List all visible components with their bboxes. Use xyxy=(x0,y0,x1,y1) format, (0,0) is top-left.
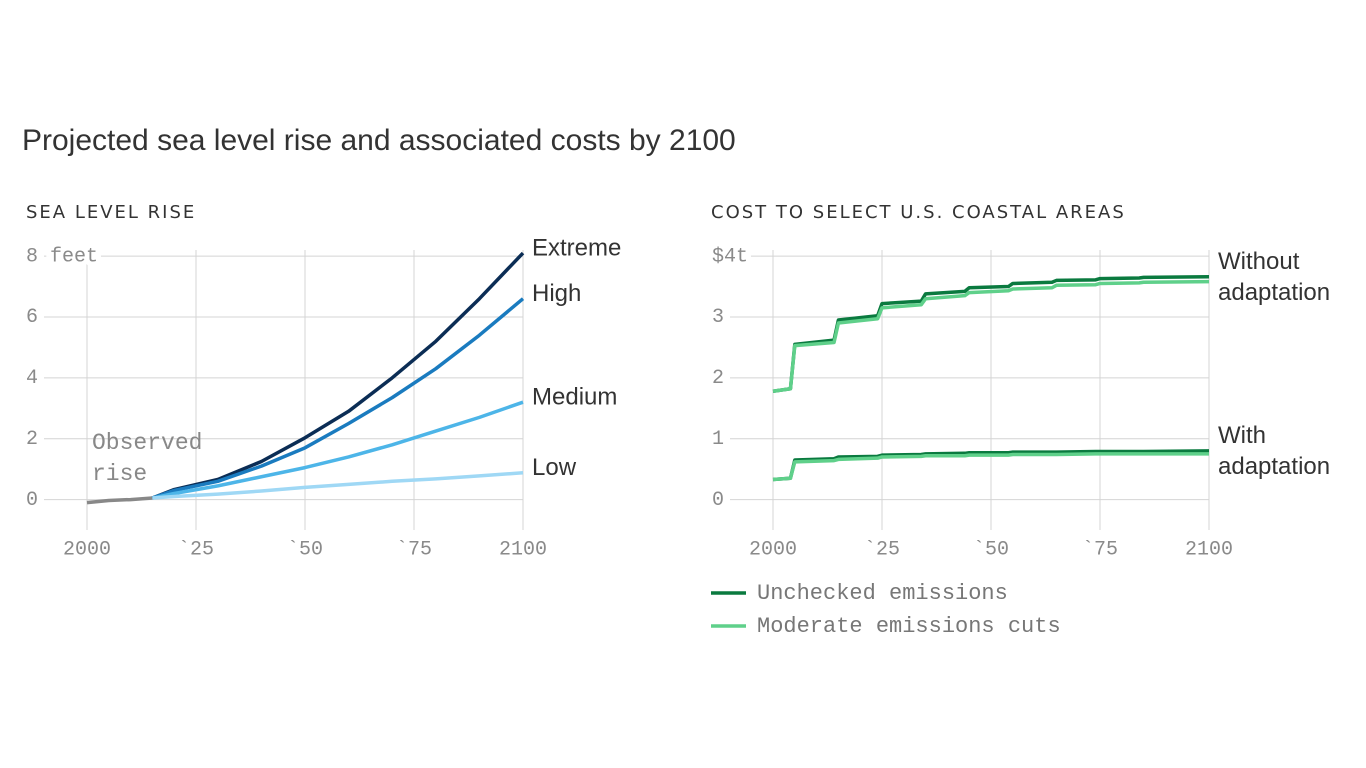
y-tick-label: 2 xyxy=(712,367,724,390)
x-tick-label: `50 xyxy=(287,538,323,561)
line-label: With adaptation xyxy=(1218,421,1331,480)
series-line xyxy=(152,400,524,500)
y-tick-label: 0 xyxy=(26,489,38,512)
x-tick-label: 2100 xyxy=(1185,538,1233,561)
chart-title: Projected sea level rise and associated … xyxy=(22,124,736,157)
series-label: High xyxy=(532,280,581,307)
y-tick-label: 6 xyxy=(26,306,38,329)
y-tick-label: 3 xyxy=(712,306,724,329)
line-label: Without adaptation xyxy=(1218,247,1331,306)
x-tick-label: 2100 xyxy=(499,538,547,561)
series-label: Extreme xyxy=(532,234,621,261)
chart-subtitle: SEA LEVEL RISE xyxy=(26,202,196,223)
x-tick-label: `25 xyxy=(864,538,900,561)
series-line xyxy=(772,452,1209,482)
series-line xyxy=(86,496,153,505)
legend-label: Unchecked emissions xyxy=(757,581,1008,606)
x-tick-label: 2000 xyxy=(63,538,111,561)
x-tick-label: `25 xyxy=(178,538,214,561)
series-label: Medium xyxy=(532,384,617,411)
x-tick-label: `50 xyxy=(973,538,1009,561)
x-tick-label: `75 xyxy=(396,538,432,561)
y-tick-label: 2 xyxy=(26,428,38,451)
y-tick-label: 1 xyxy=(712,428,724,451)
x-tick-label: `75 xyxy=(1082,538,1118,561)
series-label: Low xyxy=(532,454,577,481)
annotation: Observed rise xyxy=(92,429,203,487)
y-tick-label: 0 xyxy=(712,489,724,512)
series-line xyxy=(152,471,524,500)
y-tick-label: 4 xyxy=(26,367,38,390)
series-line xyxy=(772,449,1210,482)
legend-label: Moderate emissions cuts xyxy=(757,614,1061,639)
series-line xyxy=(151,297,525,500)
y-tick-label: $4t xyxy=(712,245,748,268)
y-tick-label: 8 feet xyxy=(26,245,98,268)
x-tick-label: 2000 xyxy=(749,538,797,561)
series-line xyxy=(772,279,1210,393)
chart-subtitle: COST TO SELECT U.S. COASTAL AREAS xyxy=(711,202,1126,223)
